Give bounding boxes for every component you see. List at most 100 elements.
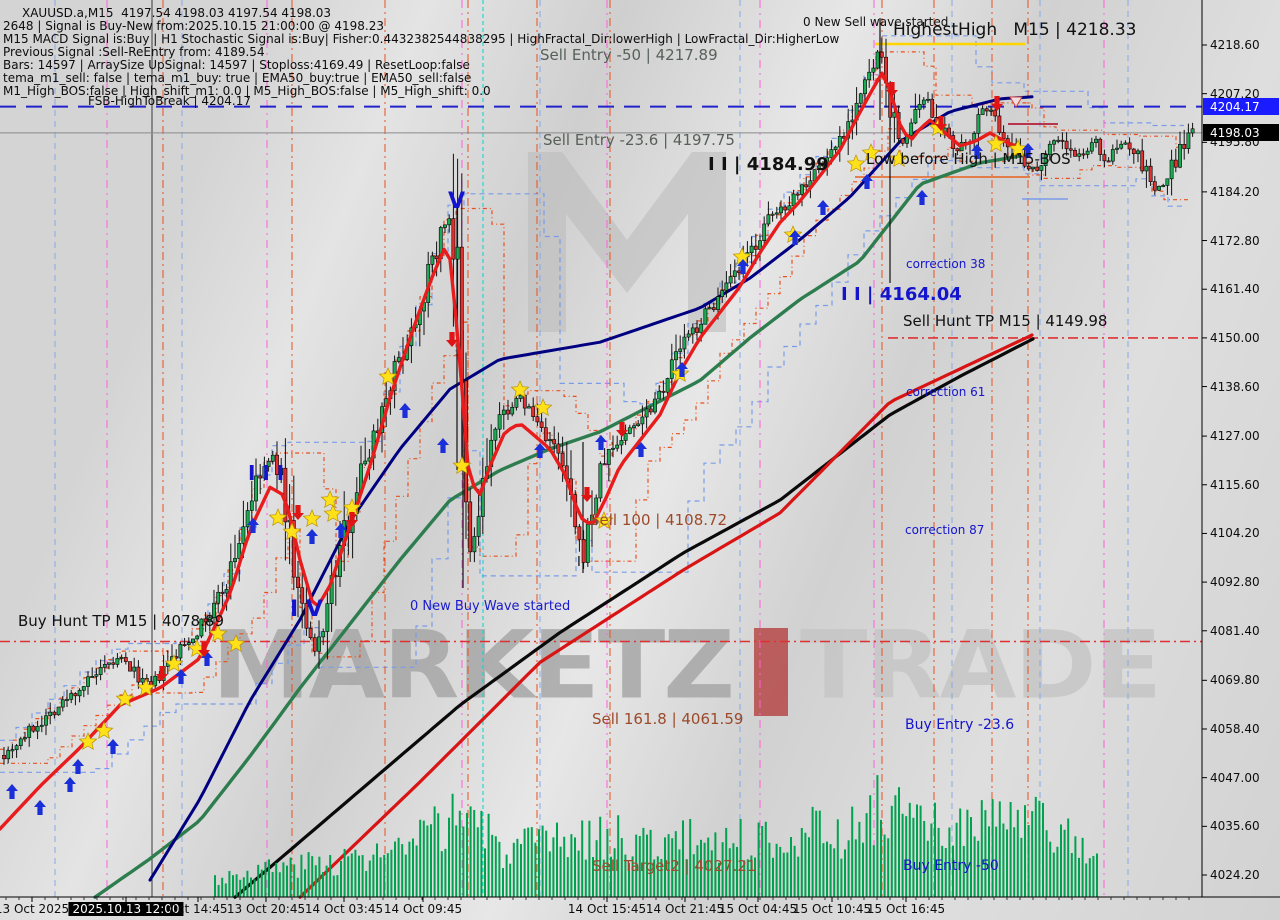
candle-up <box>514 398 519 408</box>
candle-up <box>657 390 662 400</box>
candle-up <box>682 336 687 350</box>
candle-up <box>69 693 74 700</box>
buy-arrow-icon <box>72 759 84 774</box>
candle-up <box>1157 185 1161 191</box>
candle-down <box>1068 148 1073 151</box>
entry-star-icon <box>594 511 614 530</box>
candle-up <box>774 212 779 215</box>
candle-up <box>871 67 876 73</box>
candle-up <box>766 214 771 225</box>
time-label: 13 Oct 20:45 <box>226 902 306 916</box>
candle-up <box>829 149 834 159</box>
candle-up <box>1169 159 1174 180</box>
candle-up <box>749 245 754 253</box>
candle-down <box>1026 165 1031 170</box>
entry-star-icon <box>378 367 398 386</box>
htf-black-line <box>233 337 1035 899</box>
candle-up <box>518 394 523 399</box>
price-label: 4104.20 <box>1210 526 1260 541</box>
price-label: 4207.20 <box>1210 86 1260 101</box>
candle-up <box>1136 150 1140 155</box>
candle-up <box>39 724 44 727</box>
time-label: Oct 14:45 <box>168 902 228 916</box>
candle-down <box>2 754 6 760</box>
candle-up <box>921 99 926 105</box>
candle-up <box>262 466 267 479</box>
candle-down <box>52 711 57 716</box>
candle-up <box>1161 185 1166 187</box>
candle-down <box>312 637 317 652</box>
candle-down <box>1148 165 1153 182</box>
candle-up <box>241 526 246 544</box>
time-label: 14 Oct 03:45 <box>304 902 384 916</box>
buy-arrow-icon <box>175 669 187 684</box>
candle-up <box>115 658 120 665</box>
candle-up <box>493 428 498 441</box>
candle-down <box>506 409 510 415</box>
candle-down <box>955 148 960 152</box>
buy-arrow-icon <box>1022 143 1034 158</box>
candle-up <box>1052 140 1056 145</box>
candle-up <box>611 447 615 450</box>
candle-up <box>770 213 775 216</box>
candle-down <box>1127 142 1132 150</box>
buy-arrow-icon <box>533 443 546 458</box>
candle-up <box>640 416 645 425</box>
candle-up <box>703 308 708 325</box>
price-label: 4161.40 <box>1210 282 1260 297</box>
candle-down <box>1173 159 1178 168</box>
time-label: 15 Oct 10:45 <box>792 902 872 916</box>
candle-down <box>123 657 128 662</box>
candle-down <box>304 602 309 629</box>
candle-down <box>1102 154 1107 162</box>
price-label: 4172.80 <box>1210 233 1260 248</box>
candle-up <box>447 218 452 226</box>
candle-down <box>984 108 989 112</box>
buy-arrow-icon <box>970 144 983 159</box>
candle-down <box>1064 140 1069 150</box>
candle-up <box>472 536 477 553</box>
candle-up <box>14 745 19 751</box>
candle-up <box>1085 150 1090 155</box>
candle-up <box>254 475 258 502</box>
price-label: 4127.00 <box>1210 429 1260 444</box>
candle-up <box>1144 165 1149 172</box>
candle-up <box>1165 178 1170 186</box>
entry-star-icon <box>136 678 156 697</box>
price-axis[interactable]: 4218.60 4207.20 4195.80 4184.20 4172.80 4161.… <box>1202 0 1280 897</box>
candle-down <box>451 218 456 260</box>
candle-down <box>900 138 905 144</box>
candle-up <box>686 333 691 338</box>
price-label: 4081.40 <box>1210 623 1260 638</box>
candle-up <box>497 414 502 430</box>
candle-down <box>283 467 288 523</box>
watermark: MARKETZ TRADE <box>210 618 1162 728</box>
candle-down <box>539 421 544 428</box>
candle-down <box>136 666 141 683</box>
candle-up <box>48 711 53 717</box>
time-axis[interactable]: 13 Oct 2025 2025.10.13 12:00 Oct 14:45 13 O… <box>0 897 1280 920</box>
fractal-band-orange-lower <box>0 128 1188 764</box>
candle-up <box>1123 142 1128 145</box>
candle-down <box>1001 132 1006 139</box>
candle-down <box>711 307 716 310</box>
candle-up <box>325 603 330 632</box>
candle-up <box>35 726 40 732</box>
channel-band-blue-lower <box>0 160 1184 773</box>
candle-up <box>94 674 99 677</box>
candle-down <box>73 693 78 697</box>
buy-arrow-icon <box>860 174 873 189</box>
candle-up <box>716 296 720 310</box>
candle-up <box>216 591 221 604</box>
candle-up <box>1056 139 1061 142</box>
candle-down <box>300 587 305 604</box>
time-label-highlighted: 2025.10.13 12:00 <box>68 902 184 916</box>
candle-up <box>279 467 284 475</box>
candle-up <box>27 725 32 738</box>
entry-star-icon <box>208 624 228 643</box>
price-label: 4115.60 <box>1210 477 1260 492</box>
candle-down <box>556 443 561 454</box>
entry-star-icon <box>94 721 114 740</box>
candle-down <box>1081 153 1086 156</box>
